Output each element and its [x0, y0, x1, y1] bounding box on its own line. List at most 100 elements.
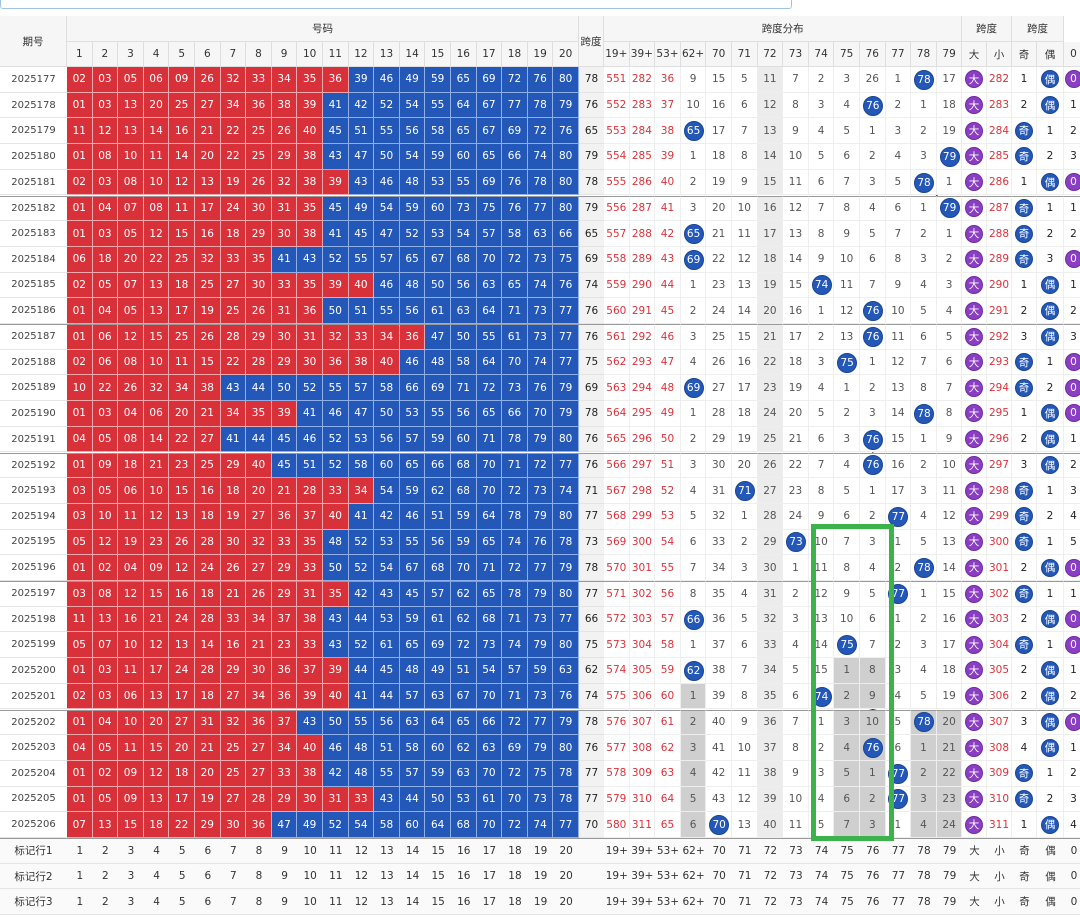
dist-cell-74[interactable]: 13	[809, 607, 835, 633]
marker-number-cell[interactable]: 16	[451, 889, 477, 915]
dist-cell-39+[interactable]: 289	[630, 247, 656, 273]
number-cell[interactable]: 76	[553, 684, 579, 710]
marker-number-cell[interactable]: 15	[425, 864, 451, 890]
dist-cell-39+[interactable]: 290	[630, 273, 656, 299]
odd-cell[interactable]: 1	[1012, 273, 1037, 299]
dist-cell-79[interactable]: 18	[937, 658, 963, 684]
small-cell[interactable]: 295	[987, 401, 1012, 427]
period-cell[interactable]: 2025195	[0, 530, 67, 556]
number-cell[interactable]: 79	[553, 375, 579, 401]
dist-cell-39+[interactable]: 303	[630, 607, 656, 633]
span-value-cell[interactable]: 78	[579, 170, 604, 196]
number-cell[interactable]: 52	[349, 555, 375, 581]
number-cell[interactable]: 70	[477, 812, 503, 838]
odd-cell[interactable]: 奇	[1012, 504, 1037, 530]
marker-dist-cell[interactable]: 76	[860, 889, 886, 915]
number-cell[interactable]: 12	[144, 504, 170, 530]
marker-dist-cell[interactable]: 19+	[604, 889, 630, 915]
dist-cell-19+[interactable]: 553	[604, 118, 630, 144]
number-cell[interactable]: 43	[323, 144, 349, 170]
dist-cell-73[interactable]: 5	[783, 658, 809, 684]
number-cell[interactable]: 07	[67, 812, 93, 838]
marker-number-cell[interactable]: 1	[67, 889, 93, 915]
number-cell[interactable]: 64	[451, 93, 477, 119]
number-cell[interactable]: 75	[477, 196, 503, 222]
dist-cell-76[interactable]: 1	[860, 761, 886, 787]
small-cell[interactable]: 287	[987, 196, 1012, 222]
number-cell[interactable]: 38	[297, 221, 323, 247]
number-cell[interactable]: 71	[477, 427, 503, 453]
number-cell[interactable]: 01	[67, 453, 93, 479]
number-cell[interactable]: 76	[528, 375, 554, 401]
number-cell[interactable]: 22	[221, 144, 247, 170]
small-cell[interactable]: 307	[987, 710, 1012, 736]
period-cell[interactable]: 2025182	[0, 196, 67, 222]
marker-number-cell[interactable]: 17	[477, 889, 503, 915]
even-cell[interactable]: 偶	[1037, 684, 1064, 710]
number-cell[interactable]: 22	[169, 427, 195, 453]
zero-cell[interactable]: 1	[1064, 581, 1080, 607]
marker-number-cell[interactable]: 3	[118, 864, 144, 890]
number-cell[interactable]: 38	[349, 350, 375, 376]
odd-cell[interactable]: 奇	[1012, 787, 1037, 813]
dist-cell-71[interactable]: 16	[732, 350, 758, 376]
number-cell[interactable]: 29	[221, 453, 247, 479]
marker-dist-cell[interactable]: 72	[758, 864, 784, 890]
number-col-header-19[interactable]: 19	[528, 42, 554, 67]
dist-cell-77[interactable]: 3	[886, 658, 912, 684]
number-cell[interactable]: 60	[425, 196, 451, 222]
span-value-cell[interactable]: 66	[579, 607, 604, 633]
number-col-header-14[interactable]: 14	[400, 42, 426, 67]
number-cell[interactable]: 49	[425, 658, 451, 684]
marker-number-cell[interactable]: 2	[93, 838, 119, 864]
number-cell[interactable]: 13	[93, 607, 119, 633]
period-cell[interactable]: 2025199	[0, 632, 67, 658]
even-cell[interactable]: 偶	[1037, 67, 1064, 93]
number-cell[interactable]: 01	[67, 324, 93, 350]
number-cell[interactable]: 51	[425, 504, 451, 530]
number-cell[interactable]: 01	[67, 93, 93, 119]
dist-cell-75[interactable]: 9	[834, 221, 860, 247]
number-cell[interactable]: 25	[169, 247, 195, 273]
marker-number-cell[interactable]: 10	[297, 838, 323, 864]
marker-dist-cell[interactable]: 71	[732, 889, 758, 915]
number-cell[interactable]: 13	[144, 298, 170, 324]
number-cell[interactable]: 70	[477, 453, 503, 479]
big-cell[interactable]: 大	[962, 787, 987, 813]
number-cell[interactable]: 73	[528, 298, 554, 324]
number-cell[interactable]: 55	[349, 247, 375, 273]
marker-number-cell[interactable]: 1	[67, 864, 93, 890]
dist-cell-39+[interactable]: 302	[630, 581, 656, 607]
even-cell[interactable]: 偶	[1037, 555, 1064, 581]
number-cell[interactable]: 63	[477, 273, 503, 299]
number-cell[interactable]: 35	[323, 581, 349, 607]
dist-cell-78[interactable]: 5	[911, 530, 937, 556]
number-cell[interactable]: 33	[221, 247, 247, 273]
number-cell[interactable]: 03	[67, 504, 93, 530]
small-cell[interactable]: 294	[987, 375, 1012, 401]
dist-cell-70[interactable]: 26	[706, 350, 732, 376]
span-value-cell[interactable]: 73	[579, 530, 604, 556]
number-cell[interactable]: 31	[297, 324, 323, 350]
dist-cell-72[interactable]: 14	[758, 144, 784, 170]
dist-cell-74[interactable]: 4	[809, 375, 835, 401]
number-cell[interactable]: 55	[425, 401, 451, 427]
marker-number-cell[interactable]: 5	[169, 889, 195, 915]
number-cell[interactable]: 61	[425, 298, 451, 324]
period-cell[interactable]: 2025183	[0, 221, 67, 247]
dist-cell-79[interactable]: 6	[937, 350, 963, 376]
number-cell[interactable]: 41	[323, 221, 349, 247]
number-cell[interactable]: 72	[502, 247, 528, 273]
number-cell[interactable]: 37	[272, 607, 298, 633]
dist-cell-75[interactable]: 12	[834, 298, 860, 324]
dist-cell-74[interactable]: 1	[809, 298, 835, 324]
dist-cell-70[interactable]: 24	[706, 298, 732, 324]
dist-cell-62+[interactable]: 5	[681, 504, 707, 530]
number-cell[interactable]: 45	[374, 658, 400, 684]
marker-number-cell[interactable]: 10	[297, 864, 323, 890]
number-cell[interactable]: 41	[297, 401, 323, 427]
number-col-header-12[interactable]: 12	[349, 42, 375, 67]
even-cell[interactable]: 1	[1037, 761, 1064, 787]
marker-dist-cell[interactable]: 72	[758, 889, 784, 915]
dist-cell-77[interactable]: 4	[886, 684, 912, 710]
